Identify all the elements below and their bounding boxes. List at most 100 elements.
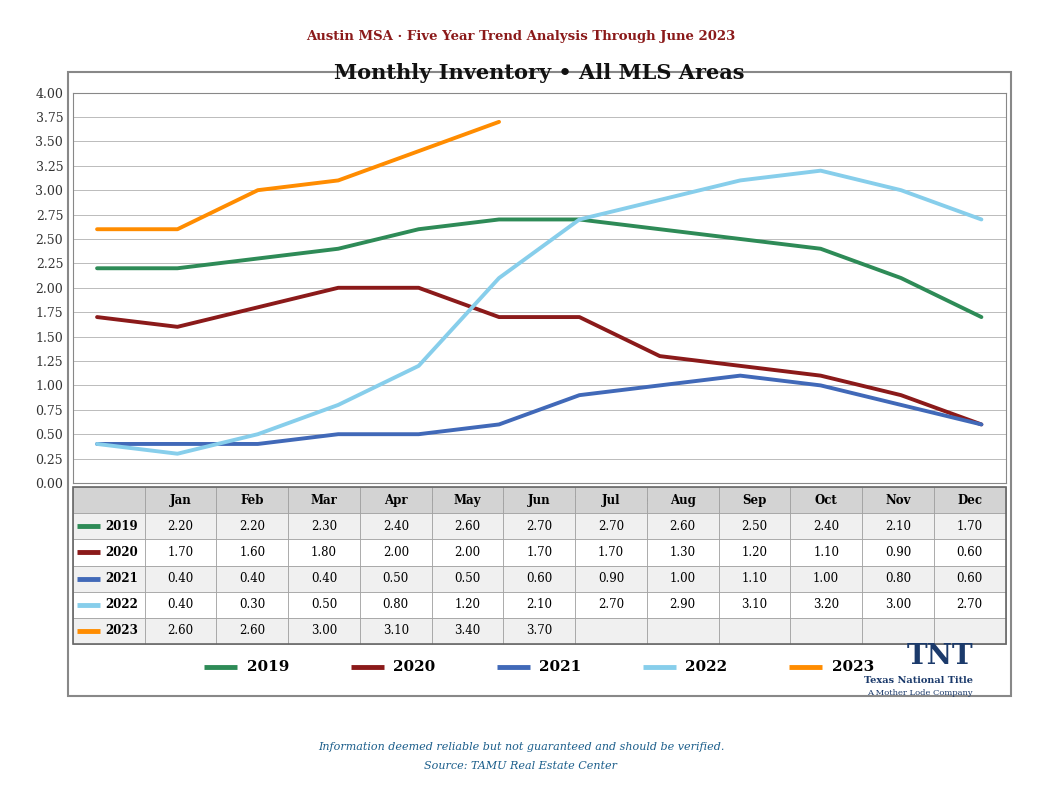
Bar <box>647 565 719 592</box>
Text: 0.80: 0.80 <box>885 572 911 585</box>
Text: 3.20: 3.20 <box>813 598 839 611</box>
Text: 2.70: 2.70 <box>598 520 624 533</box>
Text: 2.60: 2.60 <box>454 520 480 533</box>
Bar <box>575 592 647 618</box>
Bar <box>575 618 647 644</box>
Bar <box>145 592 217 618</box>
Text: 1.60: 1.60 <box>240 546 266 559</box>
Text: 0.90: 0.90 <box>885 546 911 559</box>
Bar <box>145 565 217 592</box>
Text: Oct: Oct <box>815 493 838 506</box>
Bar <box>719 592 790 618</box>
Text: 3.00: 3.00 <box>311 625 338 638</box>
Text: 2019: 2019 <box>105 520 138 533</box>
Bar <box>934 618 1006 644</box>
Text: 1.10: 1.10 <box>742 572 768 585</box>
Text: 1.70: 1.70 <box>598 546 624 559</box>
Text: 1.20: 1.20 <box>454 598 480 611</box>
Text: 1.00: 1.00 <box>670 572 696 585</box>
Bar <box>790 539 862 565</box>
Text: 2.10: 2.10 <box>885 520 911 533</box>
Text: Feb: Feb <box>241 493 264 506</box>
Bar <box>289 565 359 592</box>
Text: 0.50: 0.50 <box>454 572 480 585</box>
Bar <box>289 539 359 565</box>
Bar <box>503 539 575 565</box>
Bar <box>289 514 359 539</box>
Bar <box>934 487 1006 514</box>
Bar <box>359 514 431 539</box>
Bar <box>73 618 145 644</box>
Bar <box>73 565 145 592</box>
Bar <box>719 539 790 565</box>
Bar <box>289 487 359 514</box>
Text: Mar: Mar <box>311 493 338 506</box>
Text: 0.40: 0.40 <box>168 598 194 611</box>
Text: 2.20: 2.20 <box>240 520 266 533</box>
Bar <box>575 514 647 539</box>
Text: 0.80: 0.80 <box>382 598 408 611</box>
Bar <box>431 565 503 592</box>
Text: 1.20: 1.20 <box>742 546 768 559</box>
Text: Apr: Apr <box>383 493 407 506</box>
Bar <box>790 592 862 618</box>
Bar <box>575 565 647 592</box>
Text: Austin MSA · Five Year Trend Analysis Through June 2023: Austin MSA · Five Year Trend Analysis Th… <box>306 30 736 43</box>
Bar <box>431 539 503 565</box>
Text: 2.00: 2.00 <box>382 546 408 559</box>
Bar <box>934 565 1006 592</box>
Bar <box>790 565 862 592</box>
Text: Dec: Dec <box>958 493 983 506</box>
Bar <box>503 618 575 644</box>
Bar <box>73 514 145 539</box>
Text: 3.10: 3.10 <box>382 625 408 638</box>
Bar <box>647 514 719 539</box>
Bar <box>289 618 359 644</box>
Text: 0.40: 0.40 <box>311 572 338 585</box>
Text: 0.60: 0.60 <box>957 546 983 559</box>
Bar <box>934 592 1006 618</box>
Text: 1.80: 1.80 <box>311 546 337 559</box>
Text: 2.10: 2.10 <box>526 598 552 611</box>
Bar <box>719 514 790 539</box>
Text: 2022: 2022 <box>105 598 139 611</box>
Text: Nov: Nov <box>885 493 911 506</box>
Bar <box>503 565 575 592</box>
Bar <box>862 487 934 514</box>
Text: 1.70: 1.70 <box>526 546 552 559</box>
Bar <box>217 565 289 592</box>
Text: 0.60: 0.60 <box>526 572 552 585</box>
Text: 2020: 2020 <box>393 659 436 674</box>
Text: Jan: Jan <box>170 493 192 506</box>
Text: Sep: Sep <box>742 493 767 506</box>
Text: 3.00: 3.00 <box>885 598 911 611</box>
Bar <box>934 539 1006 565</box>
Text: 3.10: 3.10 <box>742 598 768 611</box>
Text: TNT: TNT <box>907 643 973 670</box>
Text: 2.60: 2.60 <box>670 520 696 533</box>
Bar <box>503 514 575 539</box>
Text: A Mother Lode Company: A Mother Lode Company <box>867 689 973 696</box>
Text: 3.70: 3.70 <box>526 625 552 638</box>
Bar <box>145 618 217 644</box>
Bar <box>790 514 862 539</box>
Bar <box>719 618 790 644</box>
Text: 0.40: 0.40 <box>168 572 194 585</box>
Text: 2.60: 2.60 <box>240 625 266 638</box>
Bar <box>145 514 217 539</box>
Text: 2.70: 2.70 <box>957 598 983 611</box>
Bar <box>145 539 217 565</box>
Bar <box>431 618 503 644</box>
Bar <box>73 487 145 514</box>
Text: 2023: 2023 <box>832 659 874 674</box>
Bar <box>647 539 719 565</box>
Bar <box>862 592 934 618</box>
Text: 2.30: 2.30 <box>311 520 337 533</box>
Text: Jun: Jun <box>528 493 550 506</box>
Text: 1.00: 1.00 <box>813 572 839 585</box>
Text: 0.90: 0.90 <box>598 572 624 585</box>
Bar <box>503 592 575 618</box>
Bar <box>575 539 647 565</box>
Text: 1.30: 1.30 <box>670 546 696 559</box>
Bar <box>575 487 647 514</box>
